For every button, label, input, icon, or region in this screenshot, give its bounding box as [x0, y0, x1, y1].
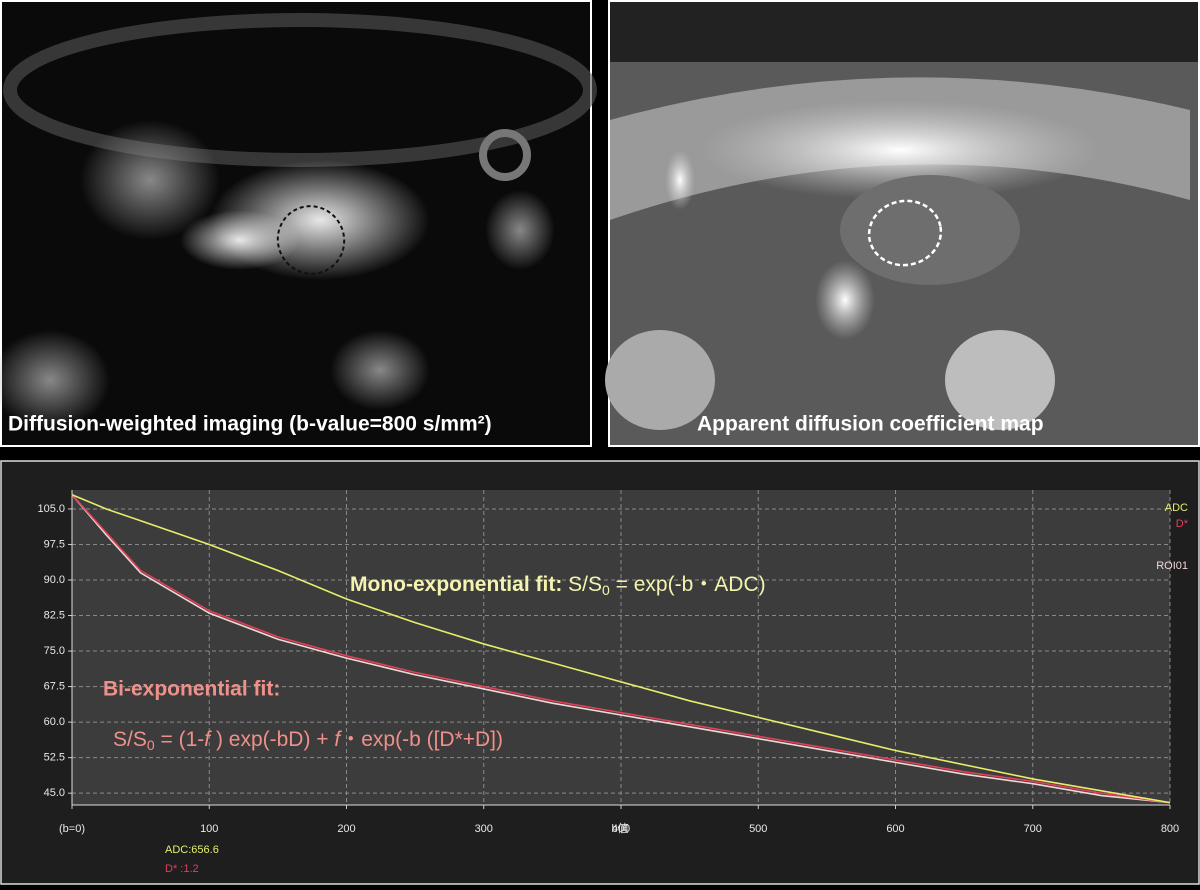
dstar-value: D* :1.2 — [165, 863, 199, 875]
legend-entry: D* — [1176, 518, 1189, 530]
y-tick-label: 82.5 — [44, 609, 65, 621]
line-chart: 45.0 52.5 60.0 67.5 75.0 82.5 90.0 97.5 105.0 (b=… — [37, 490, 1189, 835]
adc-panel: Apparent diffusion coefficient map — [605, 0, 1200, 447]
x-tick-label: 500 — [749, 823, 767, 835]
adc-value: ADC:656.6 — [165, 844, 219, 856]
data-line — [71, 493, 1171, 804]
legend-entry: ROI01 — [1156, 560, 1188, 572]
legend-entry: ADC — [1165, 502, 1188, 514]
y-tick-label: 52.5 — [44, 752, 65, 764]
y-tick-label: 105.0 — [37, 503, 65, 515]
x-tick-label: 800 — [1161, 823, 1179, 835]
x-tick-label: (b=0) — [59, 823, 85, 835]
x-tick-label: 300 — [475, 823, 493, 835]
y-tick-label: 45.0 — [44, 787, 65, 799]
x-tick-label: 700 — [1024, 823, 1042, 835]
panel-caption: Apparent diffusion coefficient map — [697, 413, 1044, 436]
y-tick-label: 90.0 — [44, 574, 65, 586]
mono-annotation: Mono-exponential fit: S/S0 = exp(-b・ADC) — [350, 573, 766, 598]
y-tick-label: 67.5 — [44, 680, 65, 692]
data-line — [71, 494, 1171, 804]
y-tick-label: 75.0 — [44, 645, 65, 657]
bi-annotation-label: Bi-exponential fit: — [103, 678, 280, 701]
bi-annotation-formula: S/S0 = (1-f ) exp(-bD) + f・exp(-b ([D*+D… — [113, 728, 503, 753]
x-tick-label: 100 — [200, 823, 218, 835]
x-tick-label: 400 — [612, 823, 630, 835]
data-line — [71, 494, 1171, 804]
x-axis-label: b値 — [611, 822, 628, 835]
dwi-panel: Diffusion-weighted imaging (b-value=800 … — [0, 0, 597, 447]
y-tick-label: 97.5 — [44, 538, 65, 550]
x-tick-label: 600 — [886, 823, 904, 835]
x-tick-label: 200 — [337, 823, 355, 835]
y-tick-label: 60.0 — [44, 716, 65, 728]
panel-caption: Diffusion-weighted imaging (b-value=800 … — [8, 413, 492, 436]
